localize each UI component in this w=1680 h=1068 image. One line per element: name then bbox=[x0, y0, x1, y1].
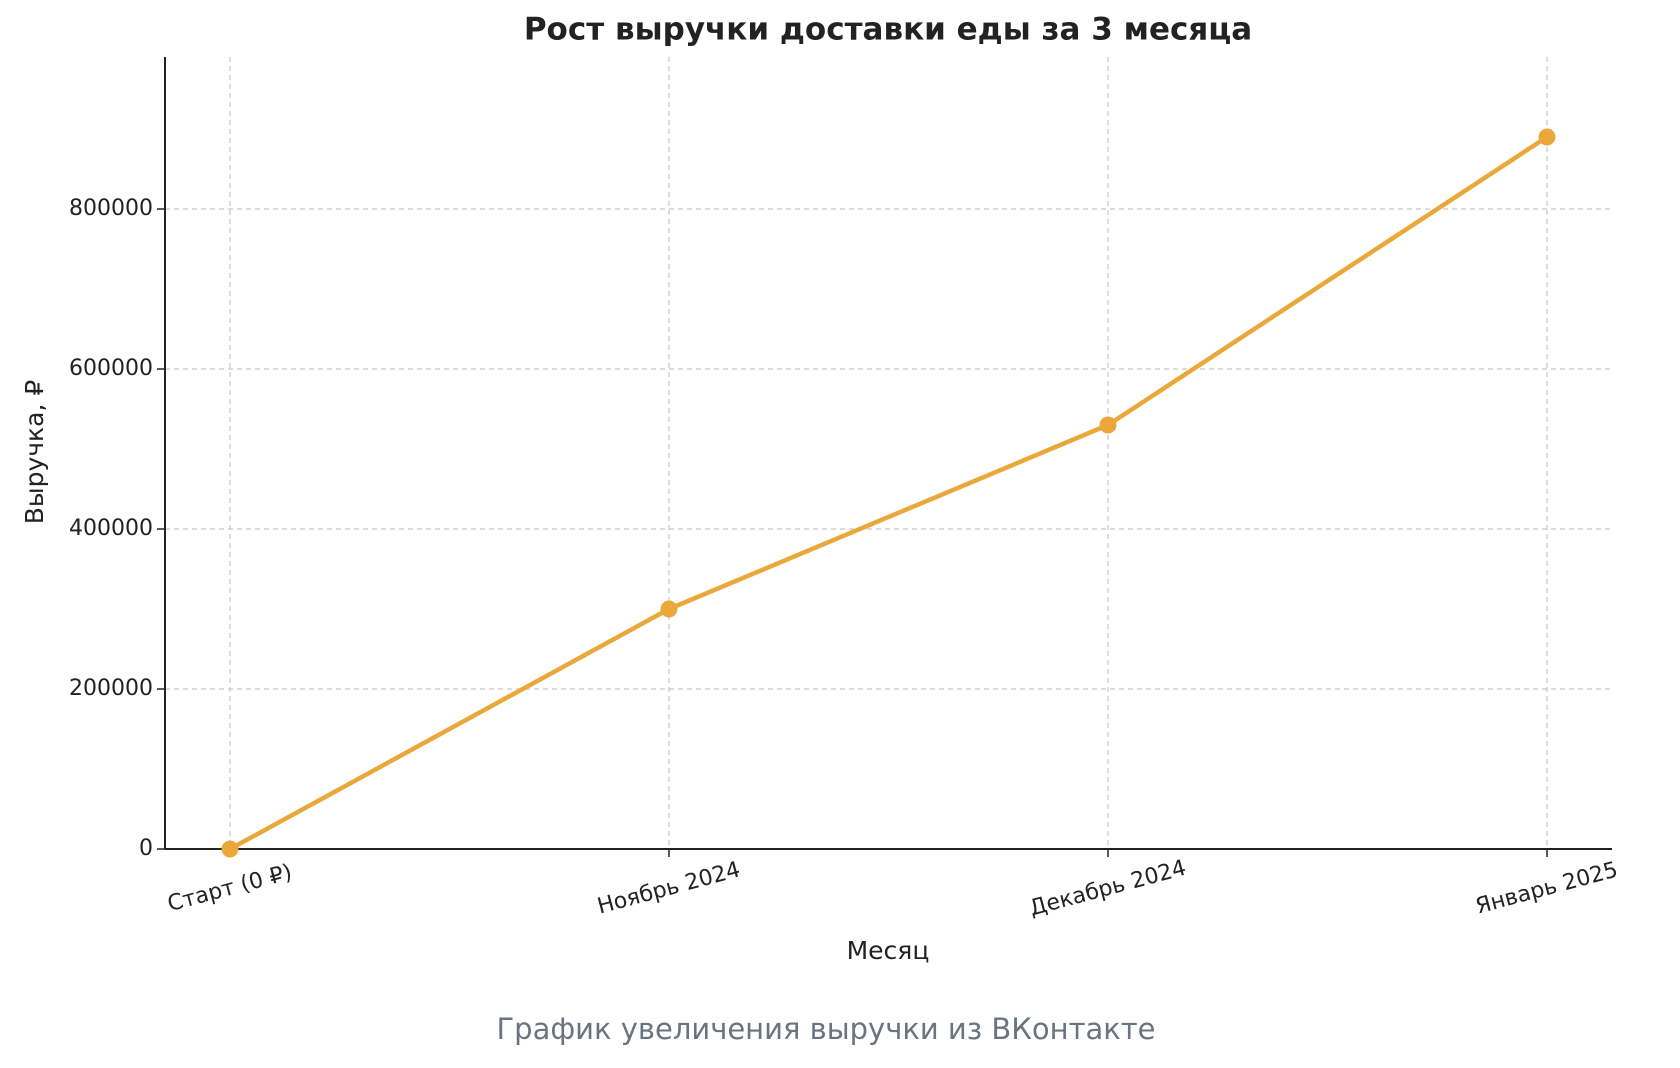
x-tick-label: Январь 2025 bbox=[1473, 858, 1621, 920]
caption: График увеличения выручки из ВКонтакте bbox=[496, 1012, 1155, 1046]
x-tick-label: Ноябрь 2024 bbox=[595, 857, 743, 919]
point bbox=[1099, 416, 1117, 434]
x-tick-label: Старт (0 ₽) bbox=[165, 860, 295, 917]
y-tick-label: 600000 bbox=[69, 356, 153, 381]
x-tick-label: Декабрь 2024 bbox=[1027, 856, 1189, 922]
point bbox=[660, 600, 678, 618]
y-axis-label: Выручка, ₽ bbox=[20, 380, 49, 525]
y-tick-label: 800000 bbox=[69, 196, 153, 221]
point bbox=[1538, 128, 1556, 146]
y-tick-label: 400000 bbox=[69, 516, 153, 541]
chart-title: Рост выручки доставки еды за 3 месяца bbox=[524, 12, 1252, 48]
y-tick-label: 200000 bbox=[69, 676, 153, 701]
point bbox=[221, 840, 239, 858]
x-axis-label: Месяц bbox=[847, 936, 930, 965]
y-tick-label: 0 bbox=[139, 836, 153, 861]
line bbox=[228, 135, 1549, 851]
